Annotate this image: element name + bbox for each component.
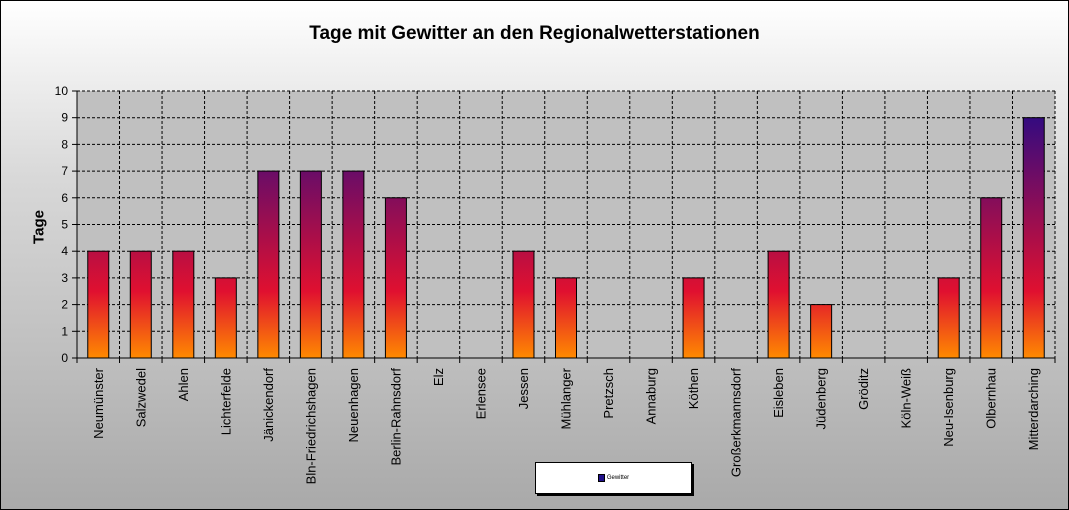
bar (810, 304, 833, 359)
bar (937, 277, 960, 359)
legend-label: Gewitter (606, 475, 630, 481)
bar (682, 277, 705, 359)
y-tick-label: 3 (61, 271, 68, 285)
bars (87, 117, 1045, 359)
x-tick-label: Salzwedel (133, 368, 148, 427)
x-tick-label: Mitterdarching (1026, 368, 1041, 450)
bar (214, 277, 237, 359)
x-tick-label: Olbernhau (984, 368, 999, 429)
y-tick-label: 9 (61, 111, 68, 125)
y-tick-label: 4 (61, 244, 68, 258)
x-tick-label: Lichterfelde (218, 368, 233, 435)
x-tick-label: Gröditz (856, 368, 871, 410)
x-tick-label: Ahlen (176, 368, 191, 401)
x-tick-label: Pretzsch (601, 368, 616, 419)
x-tick-label: Eisleben (771, 368, 786, 418)
bar (299, 170, 322, 359)
bar (257, 170, 280, 359)
x-tick-label: Neuenhagen (346, 368, 361, 442)
y-tick-label: 8 (61, 137, 68, 151)
x-tick-label: Jüdenberg (814, 368, 829, 429)
y-tick-label: 7 (61, 164, 68, 178)
bar (384, 197, 407, 359)
x-tick-label: Annaburg (644, 368, 659, 424)
bar (512, 250, 535, 359)
y-tick-label: 0 (61, 351, 68, 365)
chart-title: Tage mit Gewitter an den Regionalwetters… (309, 23, 760, 44)
y-tick-label: 10 (55, 84, 69, 98)
bar (87, 250, 110, 359)
x-tick-labels: Neumünster Salzwedel Ahlen Lichterfelde Jäni… (76, 358, 1056, 484)
bar (129, 250, 152, 359)
bar (172, 250, 195, 359)
y-tick-labels: 0 1 2 3 4 5 6 7 8 9 10 (55, 84, 77, 365)
y-tick-label: 2 (61, 298, 68, 312)
bar (1022, 117, 1045, 359)
x-tick-label: Großerkmannsdorf (729, 368, 744, 477)
x-tick-label: Bln-Friedrichshagen (303, 368, 318, 484)
y-tick-label: 6 (61, 191, 68, 205)
x-tick-label: Elz (431, 368, 446, 386)
x-tick-label: Berlin-Rahnsdorf (388, 368, 403, 466)
y-tick-label: 5 (61, 218, 68, 232)
x-tick-label: Köln-Weiß (899, 368, 914, 429)
x-tick-label: Köthen (686, 368, 701, 409)
x-tick-label: Erlensee (473, 368, 488, 419)
bar (555, 277, 577, 359)
x-tick-label: Jänickendorf (261, 368, 276, 442)
x-tick-label: Neumünster (91, 367, 106, 438)
bar (767, 250, 790, 359)
y-tick-label: 1 (61, 324, 68, 338)
x-tick-label: Mühlanger (559, 367, 574, 429)
bar (980, 197, 1003, 359)
legend: Gewitter (535, 462, 692, 494)
x-tick-label: Jessen (516, 368, 531, 409)
bar (342, 170, 365, 359)
legend-swatch (597, 474, 605, 482)
x-tick-label: Neu-Isenburg (941, 368, 956, 447)
